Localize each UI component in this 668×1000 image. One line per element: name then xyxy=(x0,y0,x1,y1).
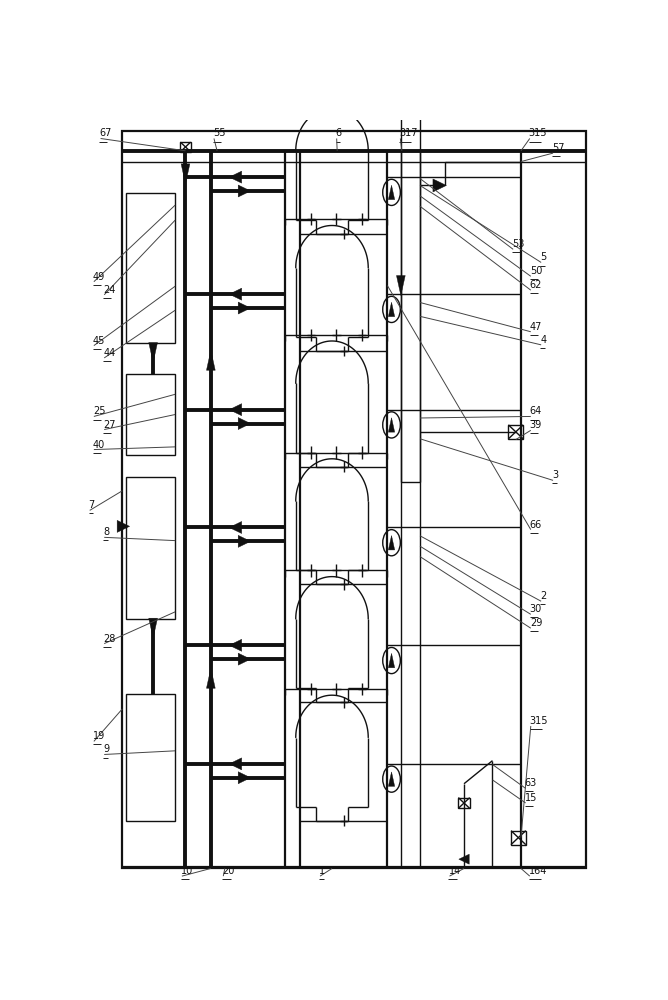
Text: 10: 10 xyxy=(181,866,193,876)
Polygon shape xyxy=(117,520,130,532)
Polygon shape xyxy=(206,350,215,370)
Text: 4: 4 xyxy=(540,335,546,345)
Text: 30: 30 xyxy=(530,604,542,614)
Bar xyxy=(511,831,526,845)
Text: 49: 49 xyxy=(93,272,105,282)
Polygon shape xyxy=(149,618,158,638)
Text: 25: 25 xyxy=(93,406,106,416)
Text: 47: 47 xyxy=(530,322,542,332)
Text: 7: 7 xyxy=(89,500,95,510)
Text: 57: 57 xyxy=(552,143,564,153)
Text: 317: 317 xyxy=(399,128,418,138)
Text: 8: 8 xyxy=(103,527,110,537)
Polygon shape xyxy=(229,171,242,183)
Bar xyxy=(126,694,175,821)
Polygon shape xyxy=(388,185,395,200)
Bar xyxy=(126,477,175,619)
Polygon shape xyxy=(388,653,395,668)
Polygon shape xyxy=(238,418,250,430)
Text: 5: 5 xyxy=(540,252,546,262)
Bar xyxy=(122,131,586,868)
Text: 9: 9 xyxy=(103,744,110,754)
Polygon shape xyxy=(181,164,190,184)
Polygon shape xyxy=(238,302,250,314)
Polygon shape xyxy=(229,288,242,300)
Polygon shape xyxy=(388,772,395,786)
Text: 28: 28 xyxy=(103,634,116,644)
Text: 24: 24 xyxy=(103,285,116,295)
Bar xyxy=(508,425,523,439)
Polygon shape xyxy=(388,302,395,317)
Text: 64: 64 xyxy=(530,406,542,416)
Text: 15: 15 xyxy=(524,793,537,803)
Text: 164: 164 xyxy=(529,866,547,876)
Polygon shape xyxy=(433,179,446,192)
Text: 20: 20 xyxy=(222,866,234,876)
Polygon shape xyxy=(388,536,395,550)
Text: 67: 67 xyxy=(99,128,112,138)
Text: 29: 29 xyxy=(530,618,542,628)
Polygon shape xyxy=(149,343,158,363)
Text: 3: 3 xyxy=(552,470,558,480)
Text: 40: 40 xyxy=(93,440,105,450)
Text: 2: 2 xyxy=(540,591,546,601)
Text: 6: 6 xyxy=(335,128,342,138)
Text: 50: 50 xyxy=(530,266,542,276)
Text: 63: 63 xyxy=(524,778,537,788)
Polygon shape xyxy=(238,185,250,197)
Polygon shape xyxy=(459,854,469,864)
Polygon shape xyxy=(238,653,250,665)
Bar xyxy=(126,193,175,343)
Text: 66: 66 xyxy=(530,520,542,530)
Polygon shape xyxy=(229,404,242,416)
Polygon shape xyxy=(238,535,250,547)
Text: 53: 53 xyxy=(512,239,524,249)
Text: 45: 45 xyxy=(93,336,105,346)
Bar xyxy=(458,798,470,808)
Polygon shape xyxy=(238,772,250,784)
Polygon shape xyxy=(229,521,242,533)
Text: 55: 55 xyxy=(213,128,225,138)
Text: 62: 62 xyxy=(530,280,542,290)
Text: 44: 44 xyxy=(103,348,116,358)
Polygon shape xyxy=(397,276,405,296)
Bar xyxy=(126,374,175,455)
Polygon shape xyxy=(388,418,395,432)
Text: 19: 19 xyxy=(93,731,105,741)
Text: 315: 315 xyxy=(530,716,548,726)
Text: 39: 39 xyxy=(530,420,542,430)
Polygon shape xyxy=(229,639,242,651)
Text: 315: 315 xyxy=(529,128,547,138)
Text: 27: 27 xyxy=(103,420,116,430)
Polygon shape xyxy=(206,668,215,688)
Text: 1: 1 xyxy=(319,866,325,876)
Bar xyxy=(180,142,190,152)
Text: 14: 14 xyxy=(448,866,461,876)
Polygon shape xyxy=(229,758,242,770)
